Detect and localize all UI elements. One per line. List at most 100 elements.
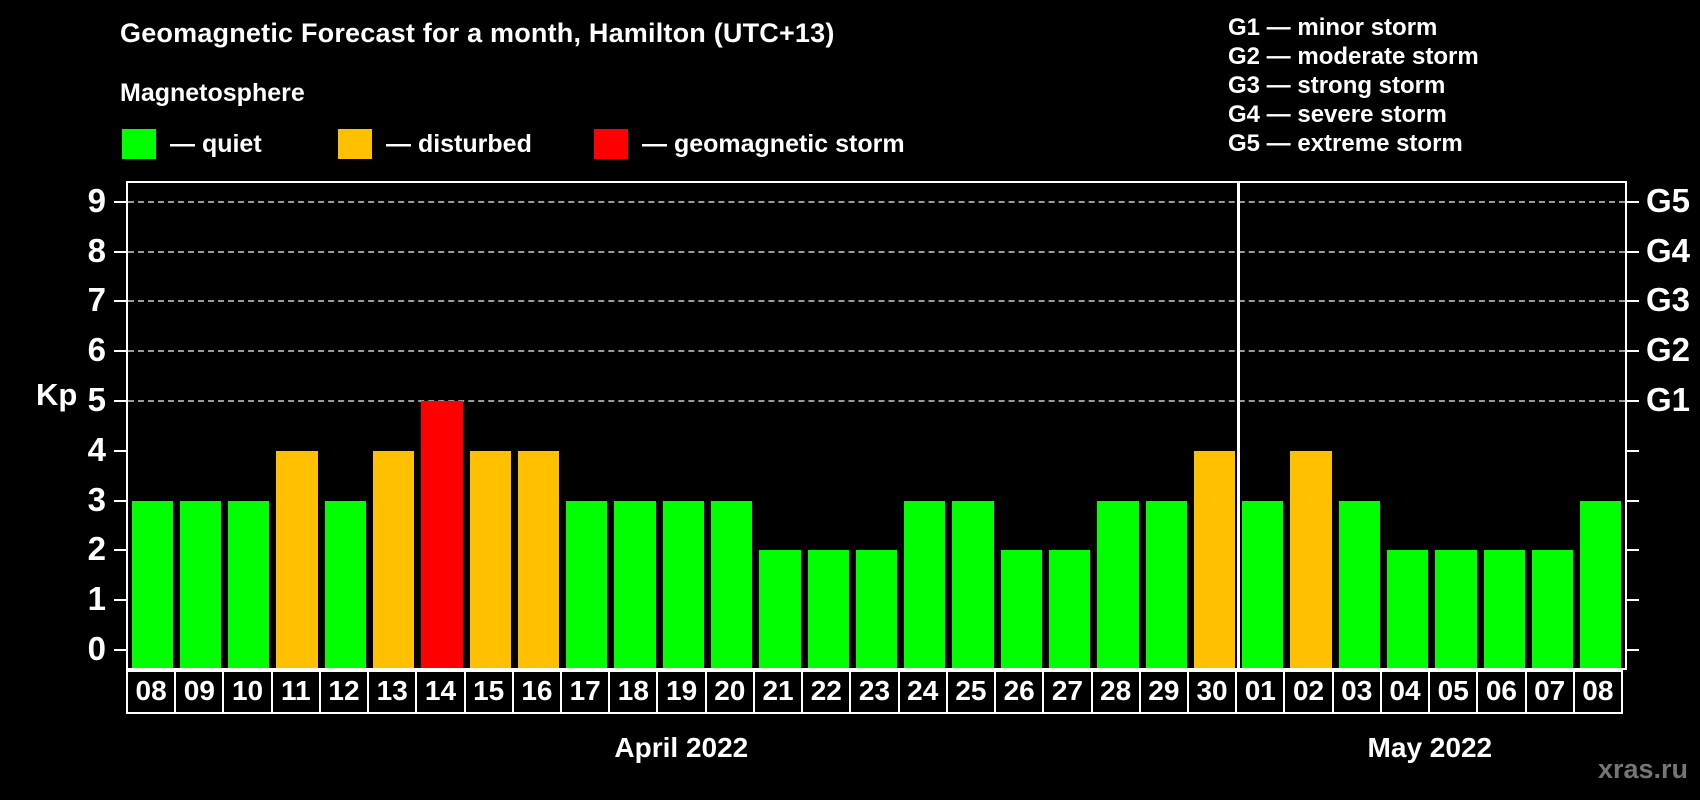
g-tick-label: G1 [1646,381,1691,418]
kp-bar [1145,500,1187,668]
kp-bar [372,450,415,668]
kp-bar [855,550,898,668]
legend-item-storm: — geomagnetic storm [594,128,905,160]
day-cell: 02 [1285,672,1332,712]
kp-bar [662,500,704,668]
day-cell: 19 [658,672,705,712]
gridline-kp8 [128,250,1625,253]
day-cell: 24 [899,672,946,712]
y-tick-label: 1 [87,580,106,618]
left-tick [114,649,126,651]
kp-bar [904,500,946,668]
kp-bar [228,500,270,668]
month-label-may: May 2022 [1367,732,1493,763]
y-tick-label: 3 [87,480,106,518]
day-cell: 21 [754,672,802,712]
kp-bar [1338,500,1381,668]
left-tick [114,400,126,402]
left-tick [114,250,126,253]
kp-bar [179,500,222,668]
gridline-kp6 [128,350,1625,353]
day-cell: 26 [996,672,1043,712]
day-cell: 04 [1381,672,1429,712]
kp-bar [759,550,801,668]
right-tick [1627,350,1639,353]
legend-item-disturbed: — disturbed [338,128,532,160]
right-tick [1627,599,1639,602]
day-cell: 16 [513,672,561,712]
plot-inner [128,183,1625,668]
left-tick [114,200,126,203]
plot-area [126,181,1627,670]
g5-legend-line: G5 — extreme storm [1228,130,1463,157]
g-tick-label: G5 [1646,181,1691,219]
kp-bar [1580,500,1622,668]
kp-bar [566,500,608,668]
day-cell: 07 [1526,672,1573,712]
y-tick-label: 2 [87,530,106,568]
kp-bar [324,500,366,668]
kp-bar [1531,550,1574,668]
day-cell: 13 [369,672,416,712]
left-tick [114,350,126,353]
quiet-swatch-icon [122,129,156,159]
watermark: xras.ru [1597,754,1688,784]
legend-label-storm: — geomagnetic storm [642,129,905,158]
g2-legend-line: G2 — moderate storm [1228,43,1479,70]
kp-bar [131,500,173,668]
day-cell: 17 [562,672,609,712]
y-tick-label: 0 [87,630,106,667]
g4-legend-line: G4 — severe storm [1228,101,1447,128]
g-tick-label: G3 [1646,281,1691,319]
kp-bar [1049,550,1091,668]
legend-label-disturbed: — disturbed [386,129,532,158]
day-cell: 10 [224,672,271,712]
y-tick-label: 5 [87,381,106,418]
g-tick-label: G4 [1646,231,1691,269]
kp-bar [421,401,463,668]
y-tick-label: 6 [87,331,106,369]
y-tick-label: 7 [87,281,106,319]
kp-bar [1483,550,1525,668]
kp-bar [1290,450,1332,668]
kp-bar [807,550,849,668]
y-tick-label: 9 [87,181,106,219]
gridline-kp9 [128,200,1625,203]
right-tick [1627,400,1639,402]
right-tick [1627,449,1639,452]
day-cell: 14 [417,672,464,712]
kp-bar [614,500,656,668]
day-cell: 08 [128,672,175,712]
legend-item-quiet: — quiet [122,128,262,160]
day-cell: 18 [610,672,657,712]
g-tick-label: G2 [1646,331,1691,369]
right-tick [1627,649,1639,651]
g-scale-legend: G1 — minor storm G2 — moderate storm G3 … [1228,13,1479,158]
storm-swatch-icon [594,129,628,159]
right-tick [1627,549,1639,552]
kp-bar [1097,500,1139,668]
day-cell: 29 [1140,672,1187,712]
left-tick [114,300,126,303]
legend-label-quiet: — quiet [170,129,262,158]
y-axis-title: Kp [36,377,78,412]
day-cell: 20 [706,672,753,712]
day-cell: 22 [803,672,850,712]
g1-legend-line: G1 — minor storm [1228,14,1438,41]
magnetosphere-label: Magnetosphere [120,79,305,107]
kp-bar [1242,500,1284,668]
kp-bar [710,500,753,668]
month-divider-line [1237,183,1241,668]
y-tick-label: 4 [87,430,106,468]
day-cell: 03 [1333,672,1380,712]
kp-bar [517,450,560,668]
day-cell: 11 [272,672,319,712]
day-cell: 28 [1092,672,1139,712]
day-cell: 30 [1188,672,1236,712]
right-tick [1627,200,1639,203]
kp-bar [952,500,994,668]
chart-title: Geomagnetic Forecast for a month, Hamilt… [120,18,835,48]
y-tick-label: 8 [87,231,106,269]
day-cell: 01 [1237,672,1284,712]
